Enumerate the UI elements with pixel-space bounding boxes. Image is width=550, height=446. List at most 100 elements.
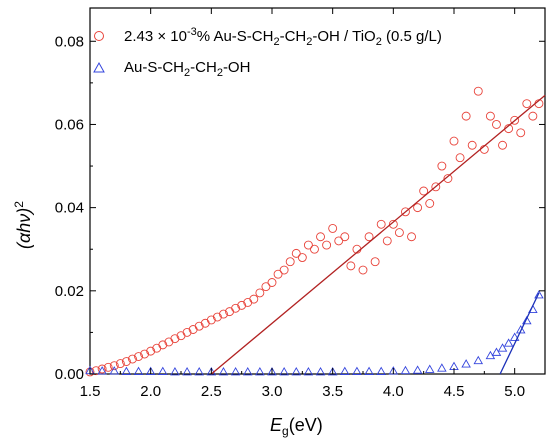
series-1-point [128, 354, 137, 364]
x-tick-label: 2.0 [140, 383, 161, 400]
series-1-point [231, 303, 241, 313]
series-1-point [467, 140, 477, 150]
fit-lines [210, 94, 546, 375]
legend-marker-series-1 [94, 31, 104, 41]
series-1-point [291, 248, 301, 258]
series-1-point [364, 232, 374, 242]
series-2-point [522, 315, 532, 325]
series-1-point [388, 219, 398, 229]
series-2-point [170, 367, 180, 376]
series-2-point [327, 367, 338, 376]
series-1-point [358, 265, 368, 275]
series-1-point [516, 128, 526, 138]
series-1-point [219, 309, 228, 319]
y-tick-label: 0.04 [55, 200, 84, 217]
series-1-point [237, 300, 247, 310]
series-1-point [212, 312, 222, 322]
series-1-point [413, 203, 423, 213]
series-2-point [473, 355, 484, 365]
series-2-point [109, 366, 120, 375]
series-1-point [206, 315, 216, 325]
series-2-point [158, 366, 168, 375]
series-1-point [425, 199, 435, 208]
series-2-point [437, 363, 447, 372]
x-tick-label: 5.0 [504, 383, 525, 400]
series-1-point [443, 174, 453, 183]
x-axis-title: Eg(eV) [270, 415, 323, 438]
series-1-point [158, 340, 168, 350]
series-1-point [401, 207, 410, 217]
series-1-point [285, 257, 295, 267]
series-2-point [145, 366, 156, 375]
series-1-point [115, 359, 125, 369]
series-2-points [85, 290, 544, 376]
series-1-point [140, 349, 150, 359]
y-tick-label: 0.02 [55, 283, 84, 300]
y-tick-label: 0.06 [55, 116, 84, 133]
series-1-point [273, 269, 283, 279]
x-tick-label: 1.5 [80, 383, 101, 400]
series-1-point [522, 99, 532, 109]
series-1-point [528, 111, 538, 121]
series-1-point [382, 236, 392, 246]
series-1-point [297, 253, 307, 262]
series-2-point [230, 367, 241, 376]
series-1-point [194, 321, 204, 331]
fit-line-1 [210, 94, 546, 375]
series-2-point [291, 367, 302, 376]
series-2-point [121, 366, 132, 375]
series-1-point [334, 236, 344, 246]
series-2-point [400, 365, 411, 375]
series-2-point [364, 366, 374, 375]
fit-line-2 [499, 292, 540, 375]
series-1-point [340, 232, 350, 242]
x-tick-label: 2.5 [201, 383, 222, 400]
series-2-point [461, 359, 471, 368]
series-1-point [461, 111, 471, 121]
series-1-point [310, 244, 319, 254]
series-2-point [279, 367, 289, 376]
y-tick-label: 0.08 [55, 33, 84, 50]
series-1-point [419, 186, 429, 196]
y-axis-title: (αhν)2 [12, 201, 34, 249]
series-1-point [103, 362, 113, 372]
x-tick-label: 4.5 [444, 383, 465, 400]
series-1-point [134, 352, 143, 361]
series-2-point [491, 347, 502, 356]
series-2-point [340, 366, 350, 375]
series-1-point [261, 282, 271, 292]
series-2-point [133, 366, 144, 375]
series-2-point [376, 366, 386, 375]
series-1-point [455, 153, 465, 163]
series-2-point [352, 366, 362, 375]
series-2-point [206, 367, 217, 376]
x-tick-label: 4.0 [383, 383, 404, 400]
series-1-points [85, 86, 544, 377]
series-2-point [218, 367, 229, 376]
series-2-point [97, 366, 107, 375]
series-1-point [437, 161, 447, 171]
series-2-point [424, 364, 435, 373]
x-tick-label: 3.0 [262, 383, 283, 400]
series-2-point [194, 367, 204, 376]
series-2-point [303, 367, 314, 376]
legend-label-series-1: 2.43 × 10-3% Au-S-CH2-CH2-OH / TiO2 (0.5… [124, 26, 442, 48]
series-1-point [485, 111, 495, 121]
series-1-point [394, 228, 404, 238]
series-1-point [407, 232, 416, 242]
series-2-point [412, 365, 423, 374]
series-2-point [534, 290, 544, 299]
series-1-point [322, 240, 332, 250]
series-2-point [388, 366, 399, 375]
series-1-point [182, 327, 192, 337]
series-1-point [303, 240, 313, 250]
series-1-point [376, 219, 386, 229]
series-1-point [510, 115, 520, 125]
series-2-point [315, 367, 326, 376]
series-2-point [503, 338, 514, 347]
series-1-point [346, 261, 356, 271]
y-tick-label: 0.00 [55, 366, 84, 383]
series-1-point [449, 136, 459, 146]
series-1-point [267, 278, 277, 287]
